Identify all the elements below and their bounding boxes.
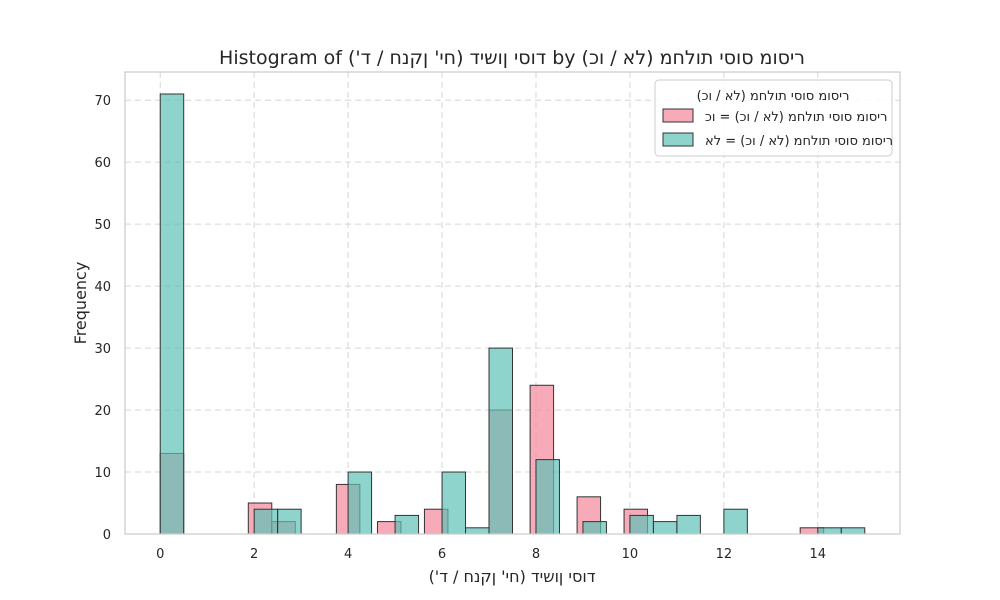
histogram-bar-lo xyxy=(723,508,748,535)
y-axis-label: Frequency xyxy=(71,262,90,345)
legend-swatch-ken xyxy=(662,108,694,123)
x-tick-label: 4 xyxy=(344,547,352,562)
histogram-bar-lo xyxy=(840,527,866,535)
legend-title: ריסומ סוסי תולחמ (לא / וכ) xyxy=(697,89,850,104)
y-axis-ticks: 0 10 20 30 40 50 60 70 xyxy=(94,94,111,543)
histogram-bar-lo xyxy=(488,347,513,535)
y-tick-label: 50 xyxy=(94,218,111,233)
x-tick-label: 0 xyxy=(156,547,164,562)
y-tick-label: 40 xyxy=(94,280,111,295)
legend: ריסומ סוסי תולחמ (לא / וכ) ריסומ סוסי תו… xyxy=(654,79,893,157)
x-tick-label: 12 xyxy=(716,547,733,562)
legend-box xyxy=(654,79,893,157)
histogram-bar-lo xyxy=(582,521,607,535)
legend-label-lo: ריסומ סוסי תולחמ (לא / וכ) = לא xyxy=(705,134,893,149)
histogram-bar-lo xyxy=(441,471,467,535)
x-axis-ticks: 0 2 4 6 8 10 12 14 xyxy=(156,547,826,562)
histogram-bar-lo xyxy=(629,514,654,535)
x-tick-label: 8 xyxy=(532,547,540,562)
x-tick-label: 10 xyxy=(622,547,639,562)
chart-title: Histogram of דוסי ןושיד (חי' ןקנח / ד') … xyxy=(219,47,805,69)
y-tick-label: 30 xyxy=(94,342,111,357)
x-tick-label: 14 xyxy=(810,547,827,562)
histogram-bar-lo xyxy=(277,508,302,535)
histogram-bar-lo xyxy=(394,514,420,535)
histogram-bar-lo xyxy=(535,459,560,535)
histogram-bar-lo xyxy=(817,527,842,535)
plot-frame xyxy=(124,71,901,535)
histogram-bar-lo xyxy=(465,527,490,535)
y-tick-label: 10 xyxy=(94,466,111,481)
histogram-bar-lo xyxy=(253,508,279,535)
y-tick-label: 60 xyxy=(94,156,111,171)
x-tick-label: 2 xyxy=(250,547,258,562)
y-tick-label: 0 xyxy=(103,528,111,543)
histogram-bar-lo xyxy=(676,514,701,535)
legend-swatch-lo xyxy=(662,132,694,147)
histogram-bar-lo xyxy=(159,93,185,535)
legend-label-ken: ריסומ סוסי תולחמ (לא / וכ) = וכ xyxy=(705,110,887,125)
x-tick-label: 6 xyxy=(438,547,446,562)
x-axis-label: דוסי ןושיד (חי' ןקנח / ד') xyxy=(429,567,596,586)
histogram-bar-lo xyxy=(347,471,373,535)
histogram-bar-lo xyxy=(652,521,678,535)
y-tick-label: 20 xyxy=(94,404,111,419)
y-tick-label: 70 xyxy=(94,94,111,109)
